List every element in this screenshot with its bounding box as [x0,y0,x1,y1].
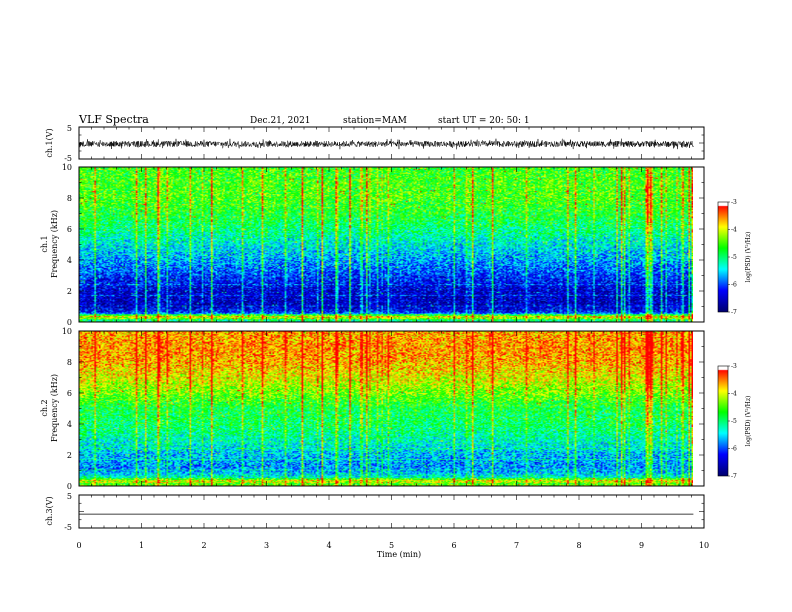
ch2-freq-tick-2: 2 [67,451,72,460]
ch2-cb-tick-m4: -4 [731,391,737,398]
x-tick-1: 1 [139,541,144,550]
x-tick-4: 4 [326,541,331,550]
ch1-colorbar-label: log(PSD) (V²/Hz) [745,232,752,283]
date-label: Dec.21, 2021 [250,116,311,126]
ch1-colorbar-ticks: -3 -4 -5 -6 -7 [728,199,737,316]
ch1-colorbar [718,202,728,312]
figure-title: VLF Spectra [78,113,149,126]
ch1-spectrogram-yticks: 0 2 4 6 8 10 [62,163,72,327]
station-label: station=MAM [343,116,407,126]
ch2-spectrogram-image [79,331,693,486]
ch1-ytick-top: 5 [67,124,72,133]
ch3-waveform-ticks [78,494,705,529]
ch2-spectrogram-ylabel-channel: ch.2 [40,399,49,416]
ch1-spectrogram-ylabel-frequency: Frequency (kHz) [50,210,59,278]
x-tick-7: 7 [514,541,519,550]
ch1-waveform-trace [78,138,694,150]
panel-ch2-spectrogram: 0 2 4 6 8 10 ch.2 Frequency (kHz) -3 -4 … [40,327,752,491]
x-tick-9: 9 [639,541,644,550]
ch2-cb-tick-m3: -3 [731,363,737,370]
ch1-waveform-line [78,138,694,150]
panel-ch1-spectrogram: 0 2 4 6 8 10 ch.1 Frequency (kHz) -3 -4 … [40,163,752,327]
start-time-label: start UT = 20: 50: 1 [438,116,530,126]
x-tick-8: 8 [576,541,581,550]
ch1-freq-tick-6: 6 [67,225,72,234]
x-axis-tick-labels: 0 1 2 3 4 5 6 7 8 9 10 [76,541,709,550]
ch2-freq-tick-10: 10 [62,327,72,336]
ch1-waveform-ylabel: ch.1(V) [45,128,54,157]
x-tick-3: 3 [264,541,269,550]
ch1-cb-tick-m5: -5 [731,254,737,261]
ch1-cb-tick-m4: -4 [731,227,737,234]
ch2-cb-tick-m7: -7 [731,473,737,480]
ch2-colorbar-label: log(PSD) (V²/Hz) [745,396,752,447]
ch1-cb-tick-m6: -6 [731,282,737,289]
ch2-freq-tick-0: 0 [67,482,72,491]
ch2-freq-tick-4: 4 [67,420,72,429]
ch2-spectrogram-ticks [78,330,705,487]
panel-ch1-waveform: 5 -5 ch.1(V) [45,124,705,163]
ch2-colorbar [718,366,728,476]
ch1-waveform-ticks [78,126,705,160]
ch1-cb-tick-m3: -3 [731,199,737,206]
ch2-freq-tick-6: 6 [67,389,72,398]
ch2-cb-tick-m6: -6 [731,446,737,453]
x-tick-5: 5 [389,541,394,550]
ch1-cb-tick-m7: -7 [731,309,737,316]
ch2-cb-tick-m5: -5 [731,418,737,425]
x-tick-10: 10 [699,541,709,550]
x-tick-2: 2 [201,541,206,550]
ch1-spectrogram-ticks [78,166,705,323]
x-tick-6: 6 [451,541,456,550]
ch2-spectrogram-ylabel-frequency: Frequency (kHz) [50,374,59,442]
ch1-freq-tick-2: 2 [67,287,72,296]
x-axis-label: Time (min) [377,550,421,559]
ch1-freq-tick-0: 0 [67,318,72,327]
ch3-ytick-bottom: -5 [64,523,72,532]
ch1-spectrogram-ylabel-channel: ch.1 [40,235,49,252]
ch1-ytick-bottom: -5 [64,154,72,163]
ch2-spectrogram-yticks: 0 2 4 6 8 10 [62,327,72,491]
ch2-freq-tick-8: 8 [67,358,72,367]
ch1-freq-tick-10: 10 [62,163,72,172]
ch2-colorbar-ticks: -3 -4 -5 -6 -7 [728,363,737,480]
ch1-freq-tick-4: 4 [67,256,72,265]
ch1-spectrogram-image [79,167,693,322]
ch1-freq-tick-8: 8 [67,194,72,203]
panel-ch3-waveform: 5 -5 ch.3(V) [45,492,705,532]
ch3-waveform-ylabel: ch.3(V) [45,496,54,525]
ch3-ytick-top: 5 [67,492,72,501]
x-tick-0: 0 [76,541,81,550]
